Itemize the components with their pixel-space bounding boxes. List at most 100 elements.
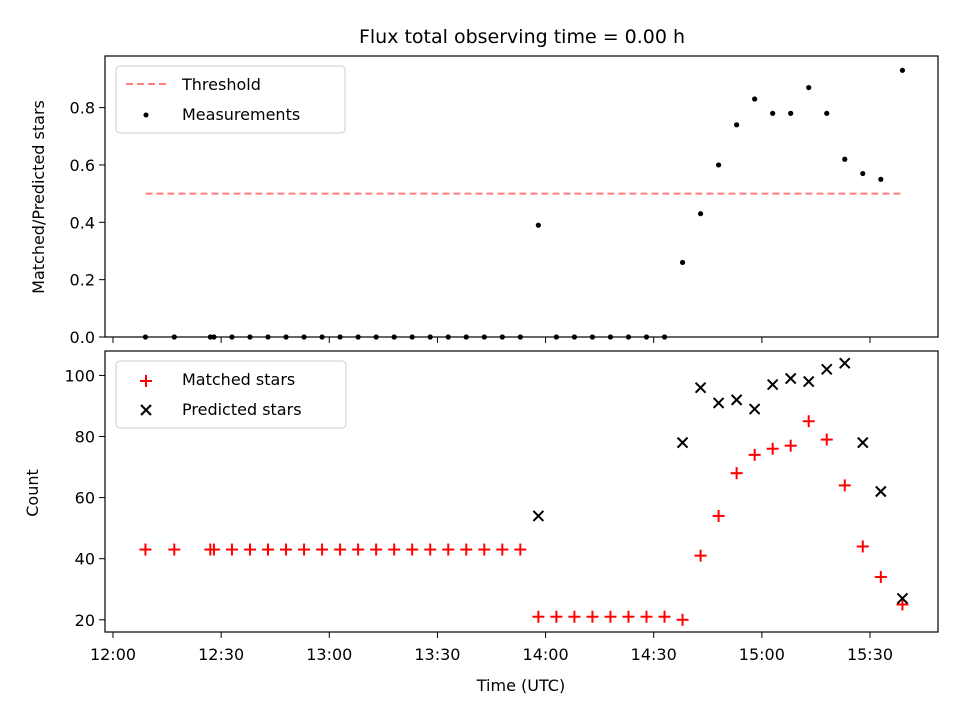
predicted-star-point xyxy=(712,397,725,409)
matched-star-point xyxy=(586,610,599,623)
top-legend-box xyxy=(115,65,346,134)
threshold-legend-label: Threshold xyxy=(181,75,261,94)
matched-star-point xyxy=(640,610,653,623)
bottom-xtick-label: 13:30 xyxy=(414,645,460,664)
matched-star-point xyxy=(352,543,365,556)
predicted-star-point xyxy=(857,436,869,449)
bottom-ytick-label: 100 xyxy=(64,366,95,385)
matched-star-point xyxy=(370,543,383,556)
bottom-panel: 20 40 60 80 100 12:00 12:30 13:00 13:30 14:00 14:… xyxy=(23,350,939,695)
chart-title: Flux total observing time = 0.00 h xyxy=(359,26,685,48)
matched-legend-label: Matched stars xyxy=(182,370,295,389)
matched-star-point xyxy=(748,448,761,461)
matched-star-point xyxy=(856,540,869,553)
measurement-point xyxy=(842,156,848,162)
bottom-ytick-label: 60 xyxy=(75,489,95,508)
matched-star-point xyxy=(496,543,509,556)
top-panel: 0.00.20.40.60.8 Matched/Predicted stars … xyxy=(29,55,939,347)
top-ytick-label: 0.8 xyxy=(70,99,95,118)
matched-star-point xyxy=(388,543,401,556)
matched-star-point xyxy=(424,543,437,556)
predicted-star-point xyxy=(694,381,707,394)
matched-star-point xyxy=(784,439,797,452)
measurement-point xyxy=(878,176,884,182)
predicted-star-point xyxy=(803,375,815,388)
matched-star-point xyxy=(243,543,256,556)
matched-star-point xyxy=(766,442,779,455)
bottom-xlabel: Time (UTC) xyxy=(476,676,565,695)
bottom-xtick-label: 13:00 xyxy=(306,645,352,664)
matched-star-point xyxy=(262,543,275,556)
predicted-star-point xyxy=(730,394,743,406)
measurement-point xyxy=(824,110,830,116)
bottom-x-ticks: 12:00 12:30 13:00 13:30 14:00 14:30 15:00 15:30 xyxy=(90,632,893,664)
matched-star-point xyxy=(406,543,419,556)
matched-star-point xyxy=(298,543,311,556)
bottom-xtick-label: 12:00 xyxy=(90,645,136,664)
bottom-legend: Matched stars Predicted stars xyxy=(115,360,347,429)
measurement-point xyxy=(752,96,758,102)
bottom-y-ticks: 20 40 60 80 100 xyxy=(64,366,105,630)
matched-star-point xyxy=(712,509,725,522)
top-ytick-label: 0.2 xyxy=(70,271,95,290)
top-legend: Threshold Measurements xyxy=(115,65,346,134)
matched-star-point xyxy=(802,415,815,428)
measurement-point xyxy=(535,222,541,228)
predicted-star-point xyxy=(676,436,689,449)
predicted-star-point xyxy=(766,378,779,391)
matched-star-point xyxy=(334,543,347,556)
matched-star-point xyxy=(316,543,329,556)
matched-star-point xyxy=(896,598,909,611)
matched-star-point xyxy=(568,610,581,623)
matched-star-point xyxy=(658,610,671,623)
matched-stars-series xyxy=(139,415,909,626)
matched-star-point xyxy=(604,610,617,623)
top-ytick-label: 0.6 xyxy=(70,156,95,175)
measurement-point xyxy=(860,170,866,177)
measurement-point xyxy=(770,110,776,116)
bottom-axes-frame xyxy=(104,350,939,633)
matched-star-point xyxy=(460,543,473,556)
measurement-point xyxy=(697,211,704,217)
matched-legend-marker xyxy=(140,375,152,387)
bottom-legend-box xyxy=(115,360,347,429)
measurement-point xyxy=(899,67,906,73)
top-axes-frame xyxy=(104,55,939,338)
measurement-point xyxy=(788,110,794,116)
predicted-legend-marker xyxy=(140,404,152,416)
bottom-ytick-label: 80 xyxy=(75,428,95,447)
bottom-xtick-label: 14:00 xyxy=(523,645,569,664)
predicted-star-point xyxy=(821,363,833,376)
predicted-star-point xyxy=(875,485,887,498)
matched-star-point xyxy=(478,543,491,556)
predicted-star-point xyxy=(532,510,545,522)
matched-star-point xyxy=(676,613,689,626)
predicted-stars-series xyxy=(532,357,909,605)
matched-star-point xyxy=(207,543,220,556)
matched-star-point xyxy=(874,571,887,584)
matched-star-point xyxy=(168,543,181,556)
matched-star-point xyxy=(622,610,635,623)
measurements-legend-label: Measurements xyxy=(182,105,300,124)
measurement-point xyxy=(679,259,686,266)
matched-star-point xyxy=(838,479,851,492)
matched-star-point xyxy=(694,549,707,562)
top-x-ticks xyxy=(112,337,871,343)
matched-star-point xyxy=(442,543,455,556)
measurements-legend-marker xyxy=(143,112,149,118)
matched-star-point xyxy=(514,543,527,556)
matched-star-point xyxy=(280,543,293,556)
measurement-point xyxy=(806,84,812,91)
top-y-ticks: 0.0 0.2 0.4 0.6 0.8 xyxy=(70,99,105,347)
top-ytick-label: 0.4 xyxy=(70,213,95,232)
bottom-ylabel: Count xyxy=(23,469,42,517)
bottom-xtick-label: 15:00 xyxy=(739,645,785,664)
predicted-star-point xyxy=(748,403,761,415)
matched-star-point xyxy=(225,543,238,556)
top-ylabel: Matched/Predicted stars xyxy=(29,100,48,294)
matched-star-point xyxy=(550,610,563,623)
predicted-star-point xyxy=(839,357,851,369)
measurement-point xyxy=(734,122,740,128)
bottom-ytick-label: 20 xyxy=(75,611,95,630)
